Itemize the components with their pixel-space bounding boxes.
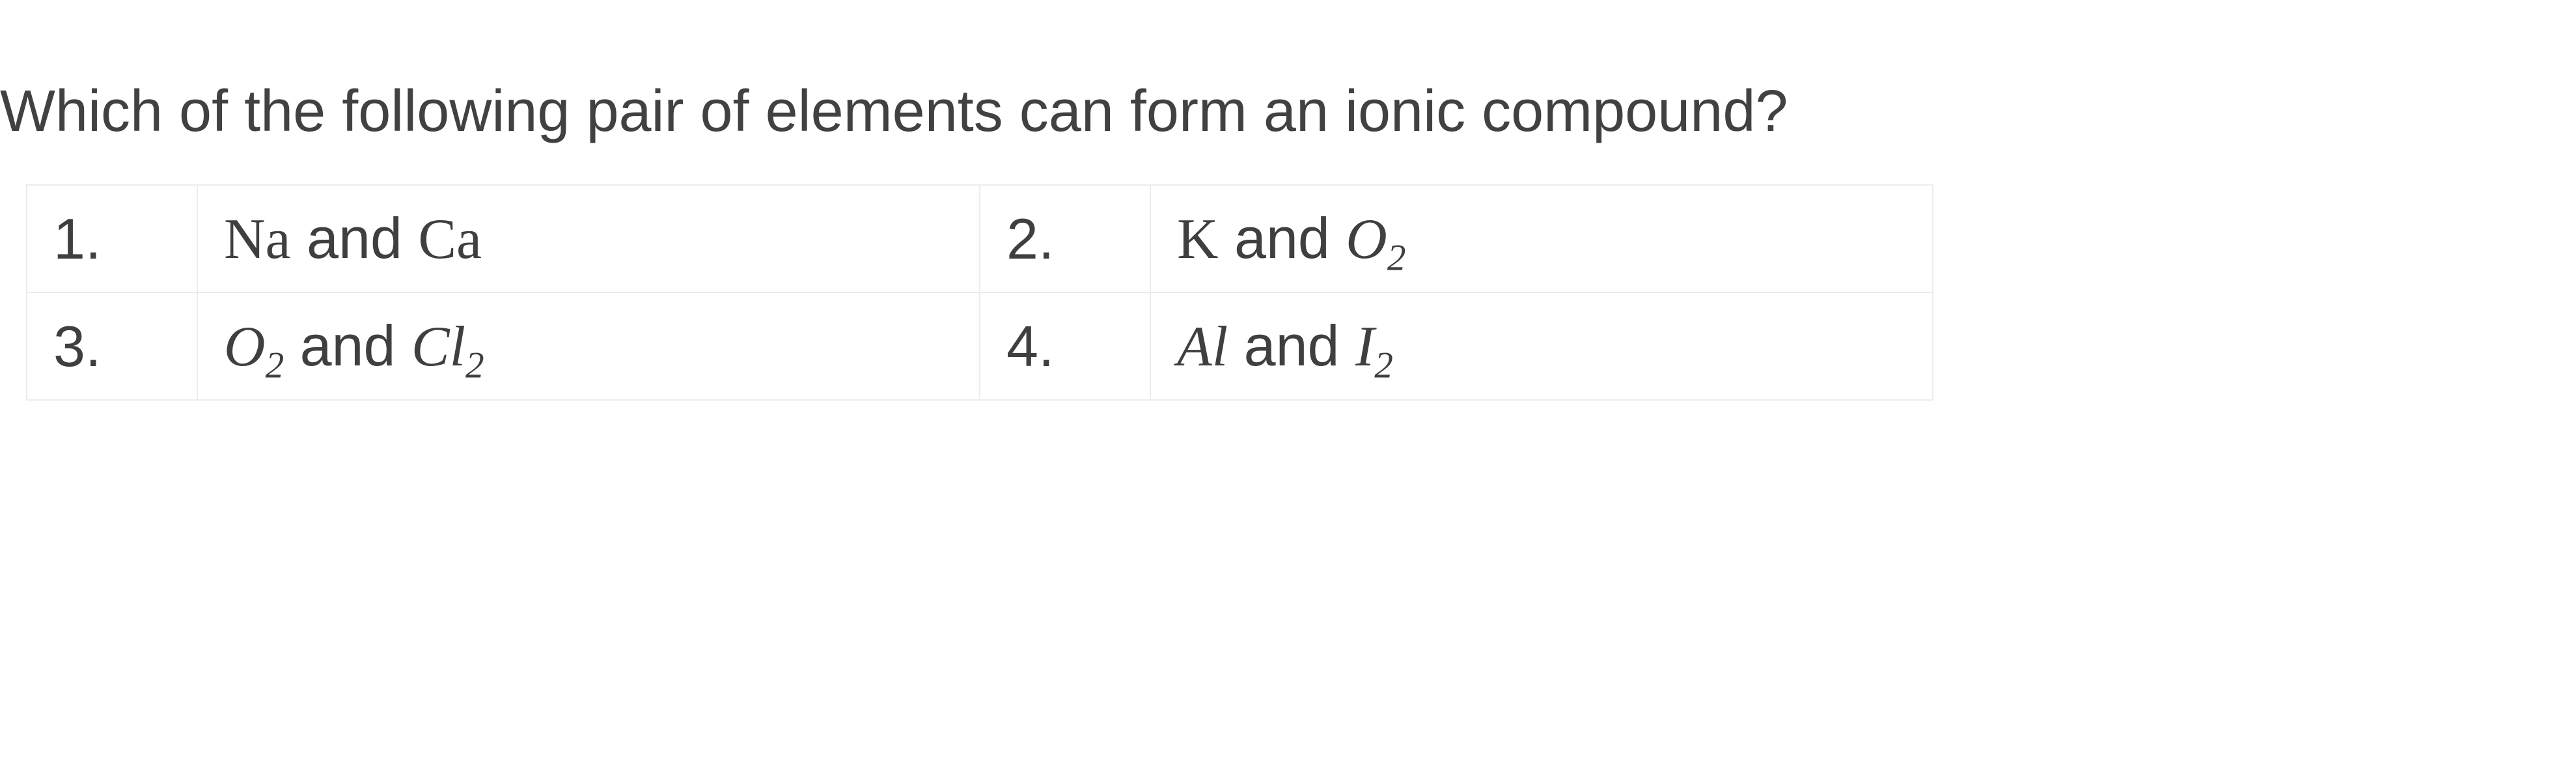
options-table: 1. Na and Ca 2. K and O2 3. O2 and Cl2 4…: [26, 184, 1933, 401]
option-number: 2.: [980, 185, 1150, 292]
options-row: 1. Na and Ca 2. K and O2: [27, 185, 1933, 292]
option-number: 3.: [27, 292, 197, 400]
page: Which of the following pair of elements …: [0, 0, 2576, 440]
option-label: Al and I2: [1150, 292, 1933, 400]
option-label: O2 and Cl2: [197, 292, 980, 400]
option-number: 1.: [27, 185, 197, 292]
options-row: 3. O2 and Cl2 4. Al and I2: [27, 292, 1933, 400]
question-text: Which of the following pair of elements …: [0, 78, 2576, 145]
option-label: K and O2: [1150, 185, 1933, 292]
option-number: 4.: [980, 292, 1150, 400]
option-label: Na and Ca: [197, 185, 980, 292]
